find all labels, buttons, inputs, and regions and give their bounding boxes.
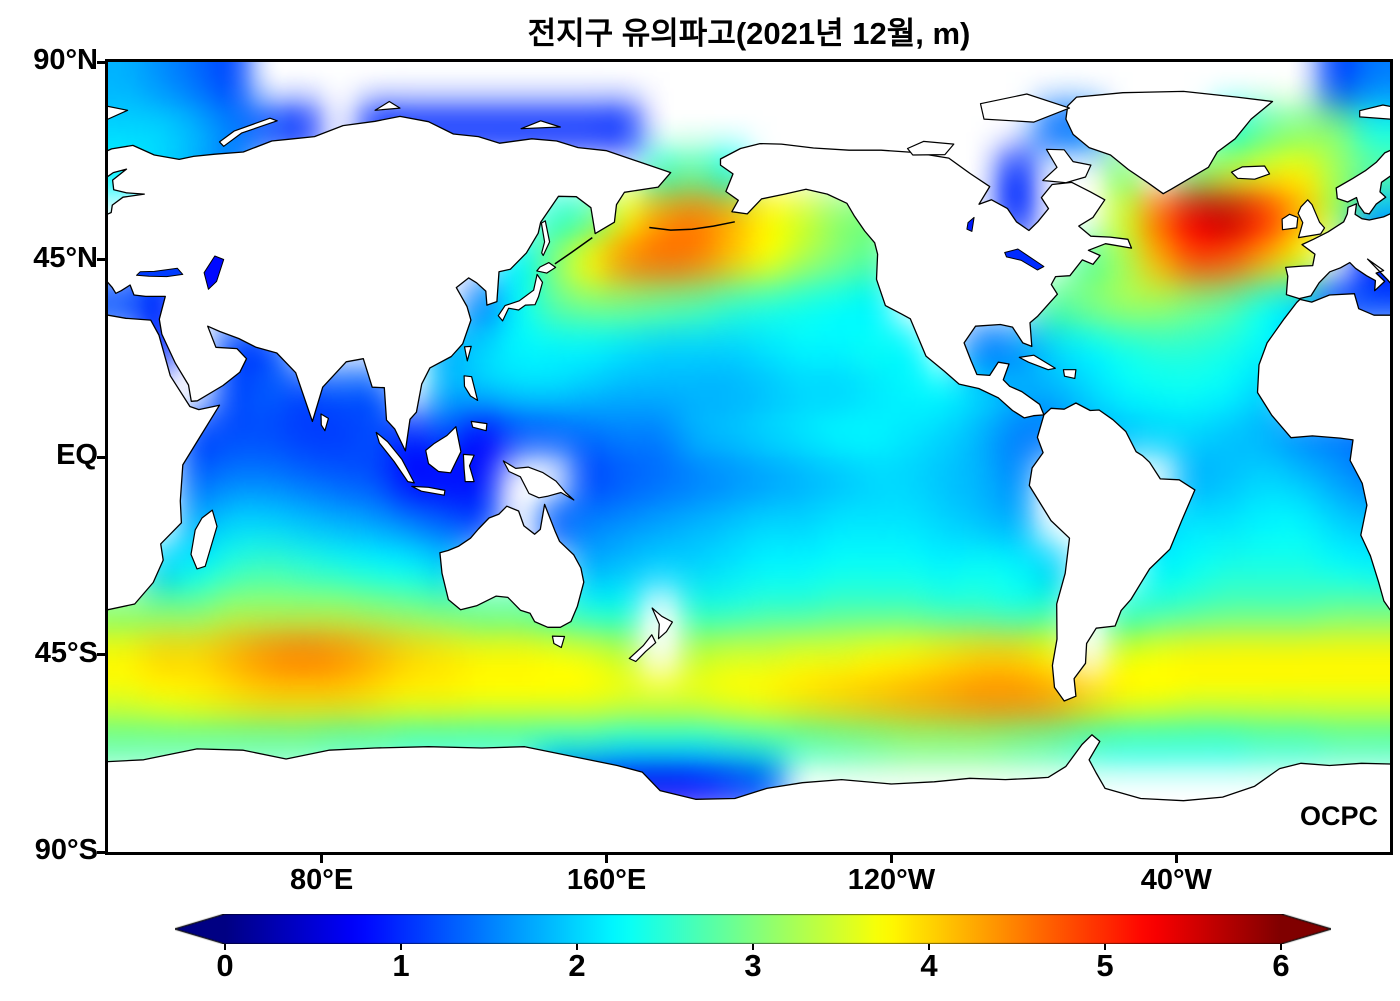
island-landmass	[628, 634, 657, 663]
inland-sea	[1004, 248, 1045, 271]
x-axis-tick	[320, 853, 324, 863]
continent-landmass	[1028, 402, 1196, 702]
chart-title: 전지구 유의파고(2021년 12월, m)	[527, 16, 971, 51]
island-landmass	[1062, 369, 1077, 379]
colorbar-tick	[928, 944, 930, 950]
continent-landmass	[1256, 293, 1390, 611]
island-landmass	[520, 120, 561, 130]
island-landmass	[411, 485, 446, 496]
island-arc	[649, 221, 735, 231]
island-landmass	[375, 431, 415, 484]
island-landmass	[1281, 213, 1299, 231]
island-landmass	[536, 262, 557, 274]
x-tick-label: 40°W	[1140, 864, 1212, 896]
continent-landmass	[1065, 90, 1274, 195]
colorbar-tick	[224, 944, 226, 950]
island-landmass	[463, 375, 479, 401]
island-landmass	[470, 420, 488, 432]
antarctica-landmass	[108, 734, 1390, 852]
island-landmass	[1359, 104, 1390, 120]
continent-landmass	[719, 142, 1133, 419]
colorbar-tick-label: 2	[568, 948, 586, 983]
y-tick-label: EQ	[56, 439, 98, 471]
island-landmass	[1230, 165, 1271, 180]
island-landmass	[218, 117, 278, 147]
x-tick-label: 120°W	[847, 864, 936, 896]
inland-sea	[966, 216, 975, 232]
island-landmass	[540, 220, 551, 257]
colorbar-tick	[1104, 944, 1106, 950]
y-tick-label: 90°S	[34, 834, 98, 866]
plot-area: OCPC	[105, 59, 1393, 855]
colorbar-tick-label: 6	[1272, 948, 1290, 983]
island-landmass	[374, 100, 401, 111]
y-axis-tick	[97, 258, 107, 261]
colorbar-tick-label: 5	[1096, 948, 1114, 983]
island-landmass	[1042, 148, 1092, 184]
inland-sea	[203, 255, 225, 290]
island-landmass	[502, 460, 575, 501]
x-axis-tick	[605, 853, 609, 863]
x-tick-label: 160°E	[566, 864, 647, 896]
colorbar-tick-label: 1	[392, 948, 410, 983]
colorbar-tick-label: 4	[920, 948, 938, 983]
colorbar-tick	[752, 944, 754, 950]
continent-landmass	[439, 503, 585, 628]
y-tick-label: 45°N	[33, 241, 98, 274]
x-axis-tick	[1174, 853, 1178, 863]
x-tick-label: 80°E	[290, 864, 354, 896]
island-landmass	[108, 105, 129, 120]
y-tick-label: 45°S	[34, 636, 98, 669]
island-landmass	[320, 413, 329, 432]
colorbar-canvas	[175, 914, 1331, 944]
island-landmass	[190, 509, 218, 570]
inland-sea	[136, 267, 184, 278]
continent-landmass	[1285, 149, 1390, 300]
island-landmass	[463, 345, 472, 362]
island-landmass	[906, 140, 955, 156]
island-landmass	[979, 93, 1071, 123]
land-overlay	[108, 90, 1390, 852]
island-landmass	[651, 607, 673, 640]
y-tick-label: 90°N	[33, 44, 98, 76]
colorbar-tick	[1280, 944, 1282, 950]
x-axis-tick	[889, 853, 893, 863]
y-axis-tick	[97, 653, 107, 656]
y-axis-tick	[97, 850, 107, 854]
island-arc	[554, 236, 593, 265]
island-landmass	[462, 453, 475, 483]
colorbar-tick	[576, 944, 578, 950]
continent-landmass	[108, 115, 672, 452]
watermark-ocpc: OCPC	[1299, 801, 1378, 831]
colorbar-tick-label: 0	[216, 948, 234, 983]
island-landmass	[425, 426, 462, 474]
island-landmass	[1018, 354, 1056, 371]
continent-landmass	[108, 314, 221, 611]
y-axis-tick	[97, 60, 107, 64]
island-landmass	[1297, 199, 1326, 239]
colorbar-tick-label: 3	[744, 948, 762, 983]
island-landmass	[497, 273, 544, 322]
y-axis-tick	[97, 455, 107, 459]
colorbar-tick	[400, 944, 402, 950]
island-landmass	[551, 635, 566, 649]
